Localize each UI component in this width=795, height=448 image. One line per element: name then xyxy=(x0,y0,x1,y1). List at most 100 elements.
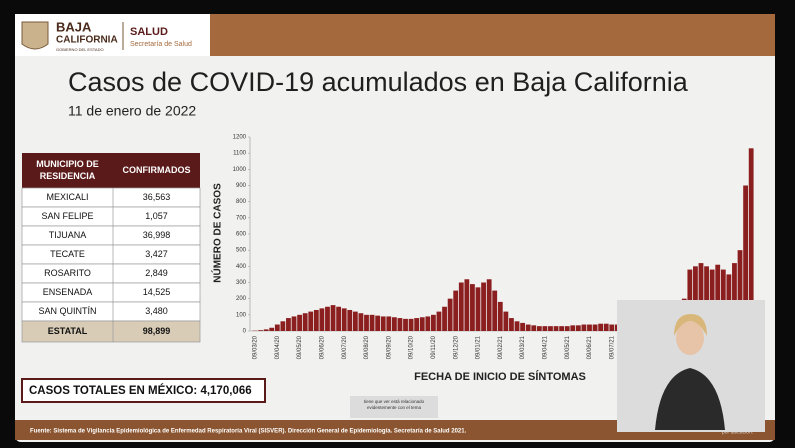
confirmados: 36,563 xyxy=(143,192,171,202)
coat-of-arms xyxy=(21,21,49,50)
source: Fuente: Sistema de Vigilancia Epidemioló… xyxy=(30,429,467,435)
bar xyxy=(258,330,263,331)
bar xyxy=(737,250,743,331)
x-tick-label: 09/02/21 xyxy=(498,335,504,359)
header-text: CONFIRMADOS xyxy=(123,165,191,175)
bar xyxy=(587,324,592,331)
y-tick-label: 0 xyxy=(243,329,247,335)
bar xyxy=(313,309,319,331)
y-tick-label: 500 xyxy=(236,248,247,254)
bar xyxy=(509,318,514,331)
bar xyxy=(475,287,481,331)
bar xyxy=(263,329,269,331)
interpreter-face xyxy=(676,321,704,355)
bar xyxy=(364,314,369,331)
bar xyxy=(308,311,314,331)
y-tick-label: 800 xyxy=(236,199,247,205)
bar xyxy=(386,316,392,331)
bar xyxy=(609,324,615,331)
bar xyxy=(341,308,347,331)
y-axis-title: NÚMERO DE CASOS xyxy=(211,183,224,283)
bar xyxy=(291,316,297,331)
x-tick-label: 09/08/20 xyxy=(364,335,370,359)
x-tick-label: 09/03/20 xyxy=(253,335,259,359)
caption: tiene que ver está relacionado evidentem… xyxy=(363,399,425,410)
bar xyxy=(559,326,565,331)
bar xyxy=(564,326,570,331)
slide-date: 11 de enero de 2022 xyxy=(68,103,196,119)
municipio: SAN FELIPE xyxy=(41,211,93,221)
bar xyxy=(453,290,459,331)
x-tick-label: 09/04/20 xyxy=(275,335,281,359)
bar xyxy=(325,306,330,331)
bar xyxy=(286,318,291,331)
y-tick-label: 700 xyxy=(236,215,247,221)
dept: SALUD xyxy=(130,26,168,38)
y-tick-label: 1000 xyxy=(233,167,247,173)
confirmados: 3,427 xyxy=(145,249,168,259)
bar xyxy=(397,318,403,331)
confirmados: 36,998 xyxy=(143,230,171,240)
bar xyxy=(743,185,748,331)
confirmados: 2,849 xyxy=(145,268,168,278)
bar xyxy=(319,308,325,331)
interpreter-body xyxy=(655,368,725,430)
caption-holder: tiene que ver está relacionado evidentem… xyxy=(363,399,425,410)
x-tick-label: 09/11/20 xyxy=(431,335,437,359)
header-bar xyxy=(210,14,775,56)
confirmados: 14,525 xyxy=(143,287,171,297)
bar xyxy=(575,325,581,331)
total-label: ESTATAL xyxy=(48,326,88,336)
bar xyxy=(297,314,302,331)
slide-title: Casos de COVID-19 acumulados en Baja Cal… xyxy=(68,67,689,97)
bar xyxy=(570,325,576,331)
x-tick-label: 09/05/21 xyxy=(565,335,571,359)
y-tick-label: 200 xyxy=(236,296,247,302)
y-tick-label: 600 xyxy=(236,232,247,238)
bar xyxy=(419,317,425,331)
bar xyxy=(592,324,598,331)
logo-line2: CALIFORNIA xyxy=(56,35,118,46)
bar xyxy=(548,326,553,331)
bar xyxy=(414,318,420,331)
bar xyxy=(536,326,542,331)
x-tick-label: 09/03/21 xyxy=(520,335,526,359)
x-axis-title: FECHA DE INICIO DE SÍNTOMAS xyxy=(414,370,586,383)
bar xyxy=(486,279,492,331)
x-tick-label: 09/09/20 xyxy=(386,335,392,359)
bar xyxy=(581,324,587,331)
corner-text: por ubicación. xyxy=(722,429,753,435)
x-tick-label: 09/06/21 xyxy=(587,335,593,359)
bar xyxy=(715,264,721,331)
bar xyxy=(470,284,475,331)
bar xyxy=(447,298,453,331)
bar xyxy=(481,282,486,331)
bar xyxy=(436,311,442,331)
bar xyxy=(693,266,698,331)
y-tick-label: 100 xyxy=(236,312,247,318)
logo-line3: GOBIERNO DEL ESTADO xyxy=(56,47,104,52)
confirmados: 3,480 xyxy=(145,306,168,316)
bar xyxy=(603,323,609,331)
x-tick-label: 09/12/20 xyxy=(453,335,459,359)
x-tick-label: 09/10/20 xyxy=(409,335,415,359)
y-tick-label: 1200 xyxy=(233,135,247,141)
bar xyxy=(598,323,604,331)
y-tick-label: 400 xyxy=(236,264,247,270)
caption-box xyxy=(350,396,438,418)
bar xyxy=(553,326,559,331)
bar xyxy=(503,311,509,331)
bar xyxy=(391,317,397,331)
bar xyxy=(497,301,503,331)
logo-line1: BAJA xyxy=(56,19,92,34)
bar xyxy=(542,326,548,331)
confirmados: 1,057 xyxy=(145,211,168,221)
header-text: MUNICIPIO DE RESIDENCIA xyxy=(36,159,99,181)
municipio: ROSARITO xyxy=(44,268,91,278)
bar xyxy=(431,314,436,331)
table-total xyxy=(21,320,201,343)
bar xyxy=(425,316,431,331)
y-tick-label: 1100 xyxy=(233,151,247,157)
bar xyxy=(514,321,520,331)
bar xyxy=(531,325,537,331)
